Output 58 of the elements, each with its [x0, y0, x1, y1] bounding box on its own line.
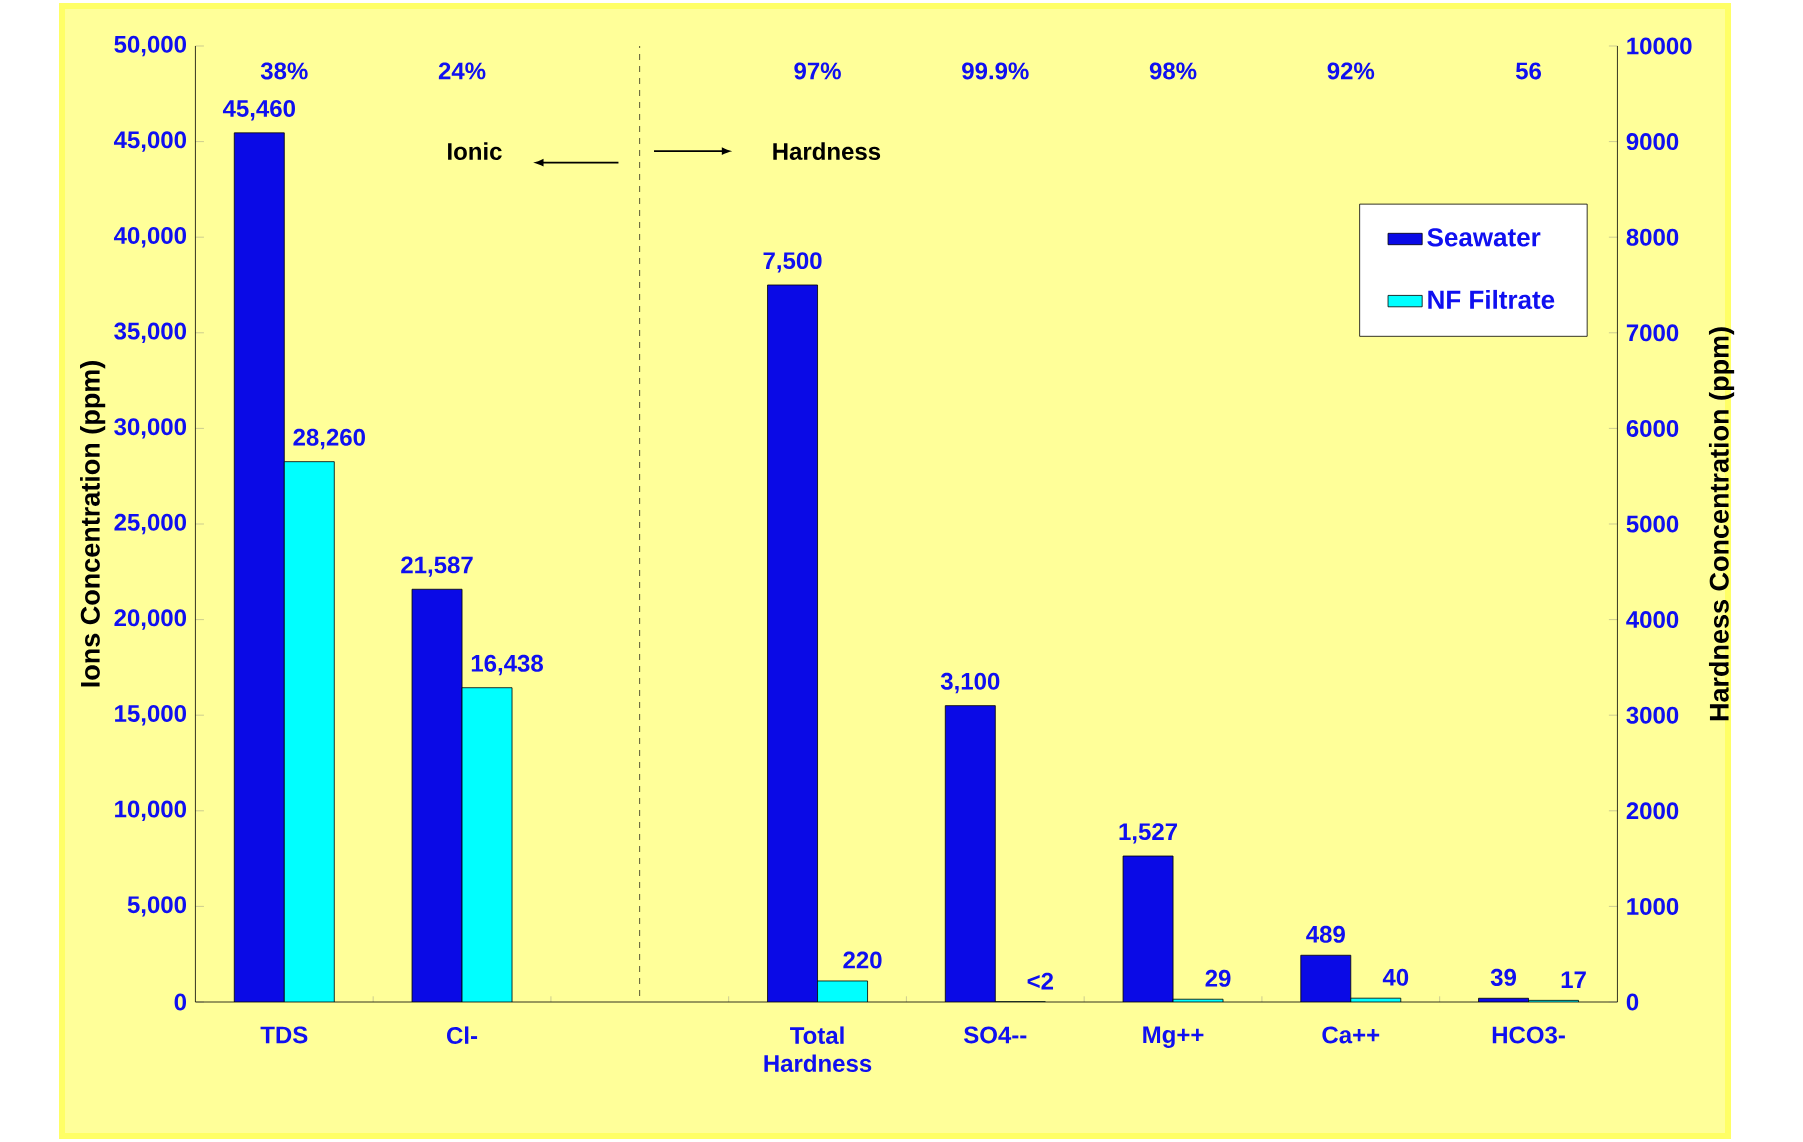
x-tick-label: HCO3- — [1492, 1026, 1565, 1044]
data-label: 1,527 — [1119, 823, 1178, 844]
annotation: 98% — [1149, 62, 1197, 80]
annotation: 24% — [438, 62, 486, 80]
y2-tick-label: 1000 — [1627, 897, 1679, 915]
data-label: 17 — [1561, 971, 1586, 988]
y2-tick-label: 7000 — [1626, 324, 1679, 342]
annotation: 97% — [794, 62, 841, 80]
data-label: 489 — [1306, 925, 1345, 943]
annotation: 99.9% — [962, 62, 1029, 80]
bar — [234, 132, 285, 1002]
y2-tick-label: 0 — [1626, 993, 1639, 1011]
x-tick-label: Mg++ — [1143, 1026, 1204, 1048]
bar — [411, 588, 463, 1002]
data-label: 3,100 — [940, 672, 1000, 694]
y2-axis-title: Hardness Concentration (ppm) — [1708, 327, 1735, 721]
y-tick-label: 0 — [174, 993, 187, 1011]
y-tick-label: 40,000 — [113, 226, 187, 248]
data-label: 28,260 — [293, 428, 365, 450]
legend-label: Seawater — [1427, 228, 1541, 247]
annotation: 56 — [1515, 62, 1542, 80]
y2-tick-label: 6000 — [1626, 419, 1679, 437]
x-tick-label: SO4-- — [963, 1026, 1027, 1044]
annotation: Ionic — [448, 142, 502, 160]
y2-tick-label: 10000 — [1627, 37, 1692, 55]
y2-tick-label: 3000 — [1626, 706, 1679, 724]
x-tick-label: TDS — [260, 1026, 308, 1044]
legend-label: NF Filtrate — [1428, 289, 1555, 309]
y-tick-label: 35,000 — [114, 322, 187, 344]
data-label: 21,587 — [401, 556, 473, 577]
y2-tick-label: 4000 — [1626, 611, 1679, 629]
annotation: 92% — [1327, 62, 1375, 80]
y2-tick-label: 8000 — [1626, 228, 1679, 246]
y2-tick-label: 2000 — [1626, 802, 1679, 820]
y-axis-title: Ions Concentration (ppm) — [80, 361, 106, 687]
data-label: 16,438 — [471, 654, 543, 676]
annotation: Hardness — [773, 142, 881, 160]
x-tick-label: Ca++ — [1322, 1026, 1380, 1044]
x-tick-label: Total Hardness — [764, 1026, 872, 1073]
y-tick-label: 25,000 — [114, 513, 187, 535]
y-tick-label: 10,000 — [115, 800, 187, 822]
annotation: 38% — [260, 62, 308, 80]
y2-tick-label: 5000 — [1626, 515, 1679, 533]
data-label: 39 — [1490, 968, 1516, 986]
data-label: 45,460 — [222, 99, 295, 121]
y-tick-label: 45,000 — [113, 131, 187, 152]
data-label: 29 — [1205, 969, 1231, 987]
data-label: 40 — [1382, 968, 1409, 986]
data-label: 220 — [843, 951, 882, 969]
data-label: 7,500 — [763, 252, 822, 273]
y-tick-label: 15,000 — [115, 704, 187, 726]
x-tick-label: Cl- — [447, 1026, 478, 1045]
y2-tick-label: 9000 — [1626, 133, 1679, 151]
y-tick-label: 50,000 — [114, 35, 187, 57]
y-tick-label: 30,000 — [114, 418, 187, 439]
y-tick-label: 20,000 — [114, 609, 187, 630]
y-tick-label: 5,000 — [127, 896, 187, 917]
data-label: <2 — [1027, 972, 1054, 990]
